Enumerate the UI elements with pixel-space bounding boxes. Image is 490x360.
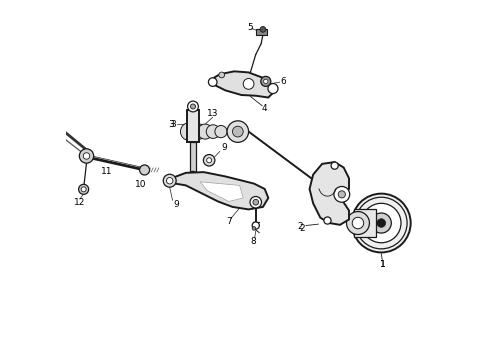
Text: 4: 4 bbox=[262, 104, 268, 113]
Circle shape bbox=[207, 158, 212, 163]
Circle shape bbox=[252, 226, 256, 230]
Circle shape bbox=[163, 174, 176, 187]
Polygon shape bbox=[200, 182, 243, 202]
Circle shape bbox=[188, 171, 198, 181]
Circle shape bbox=[352, 217, 364, 229]
Circle shape bbox=[264, 79, 268, 84]
Circle shape bbox=[79, 149, 94, 163]
Circle shape bbox=[252, 222, 259, 229]
Text: 10: 10 bbox=[135, 180, 147, 189]
Circle shape bbox=[253, 199, 259, 205]
Text: 9: 9 bbox=[221, 143, 227, 152]
Circle shape bbox=[83, 153, 90, 159]
Circle shape bbox=[197, 124, 213, 139]
Circle shape bbox=[243, 78, 254, 89]
Circle shape bbox=[219, 72, 224, 78]
Circle shape bbox=[189, 123, 205, 140]
Circle shape bbox=[167, 177, 173, 184]
Text: 5: 5 bbox=[247, 23, 253, 32]
Polygon shape bbox=[256, 30, 267, 35]
Circle shape bbox=[208, 78, 217, 86]
Circle shape bbox=[81, 187, 86, 192]
Circle shape bbox=[338, 191, 345, 198]
Circle shape bbox=[371, 213, 392, 233]
Polygon shape bbox=[211, 71, 274, 98]
Circle shape bbox=[331, 162, 338, 169]
Circle shape bbox=[334, 186, 350, 202]
Text: 1: 1 bbox=[379, 260, 385, 269]
Polygon shape bbox=[187, 110, 199, 142]
Text: 2: 2 bbox=[298, 222, 303, 231]
Circle shape bbox=[227, 121, 248, 142]
Text: 2: 2 bbox=[299, 224, 305, 233]
Circle shape bbox=[191, 104, 196, 109]
Polygon shape bbox=[354, 210, 376, 237]
Polygon shape bbox=[172, 172, 269, 210]
Circle shape bbox=[232, 126, 243, 137]
Text: 8: 8 bbox=[250, 237, 256, 246]
Text: 11: 11 bbox=[100, 167, 112, 176]
Circle shape bbox=[203, 154, 215, 166]
Circle shape bbox=[377, 219, 386, 227]
Circle shape bbox=[215, 126, 227, 138]
Circle shape bbox=[206, 125, 220, 138]
Text: 3: 3 bbox=[171, 120, 176, 129]
Text: 7: 7 bbox=[226, 217, 232, 226]
Polygon shape bbox=[191, 142, 196, 175]
Polygon shape bbox=[310, 162, 349, 225]
Circle shape bbox=[140, 165, 149, 175]
Circle shape bbox=[260, 27, 266, 32]
Circle shape bbox=[188, 101, 198, 112]
Circle shape bbox=[191, 174, 195, 179]
Circle shape bbox=[346, 212, 369, 234]
Text: 12: 12 bbox=[74, 198, 85, 207]
Circle shape bbox=[180, 123, 198, 140]
Circle shape bbox=[268, 84, 278, 94]
Text: 13: 13 bbox=[207, 109, 219, 118]
Text: 1: 1 bbox=[379, 260, 385, 269]
Circle shape bbox=[250, 197, 262, 208]
Circle shape bbox=[261, 76, 271, 86]
Circle shape bbox=[352, 194, 411, 252]
Text: 3: 3 bbox=[169, 120, 174, 129]
Circle shape bbox=[324, 217, 331, 224]
Text: 6: 6 bbox=[281, 77, 287, 86]
Circle shape bbox=[362, 203, 401, 243]
Circle shape bbox=[78, 184, 89, 194]
Text: 9: 9 bbox=[173, 199, 179, 208]
